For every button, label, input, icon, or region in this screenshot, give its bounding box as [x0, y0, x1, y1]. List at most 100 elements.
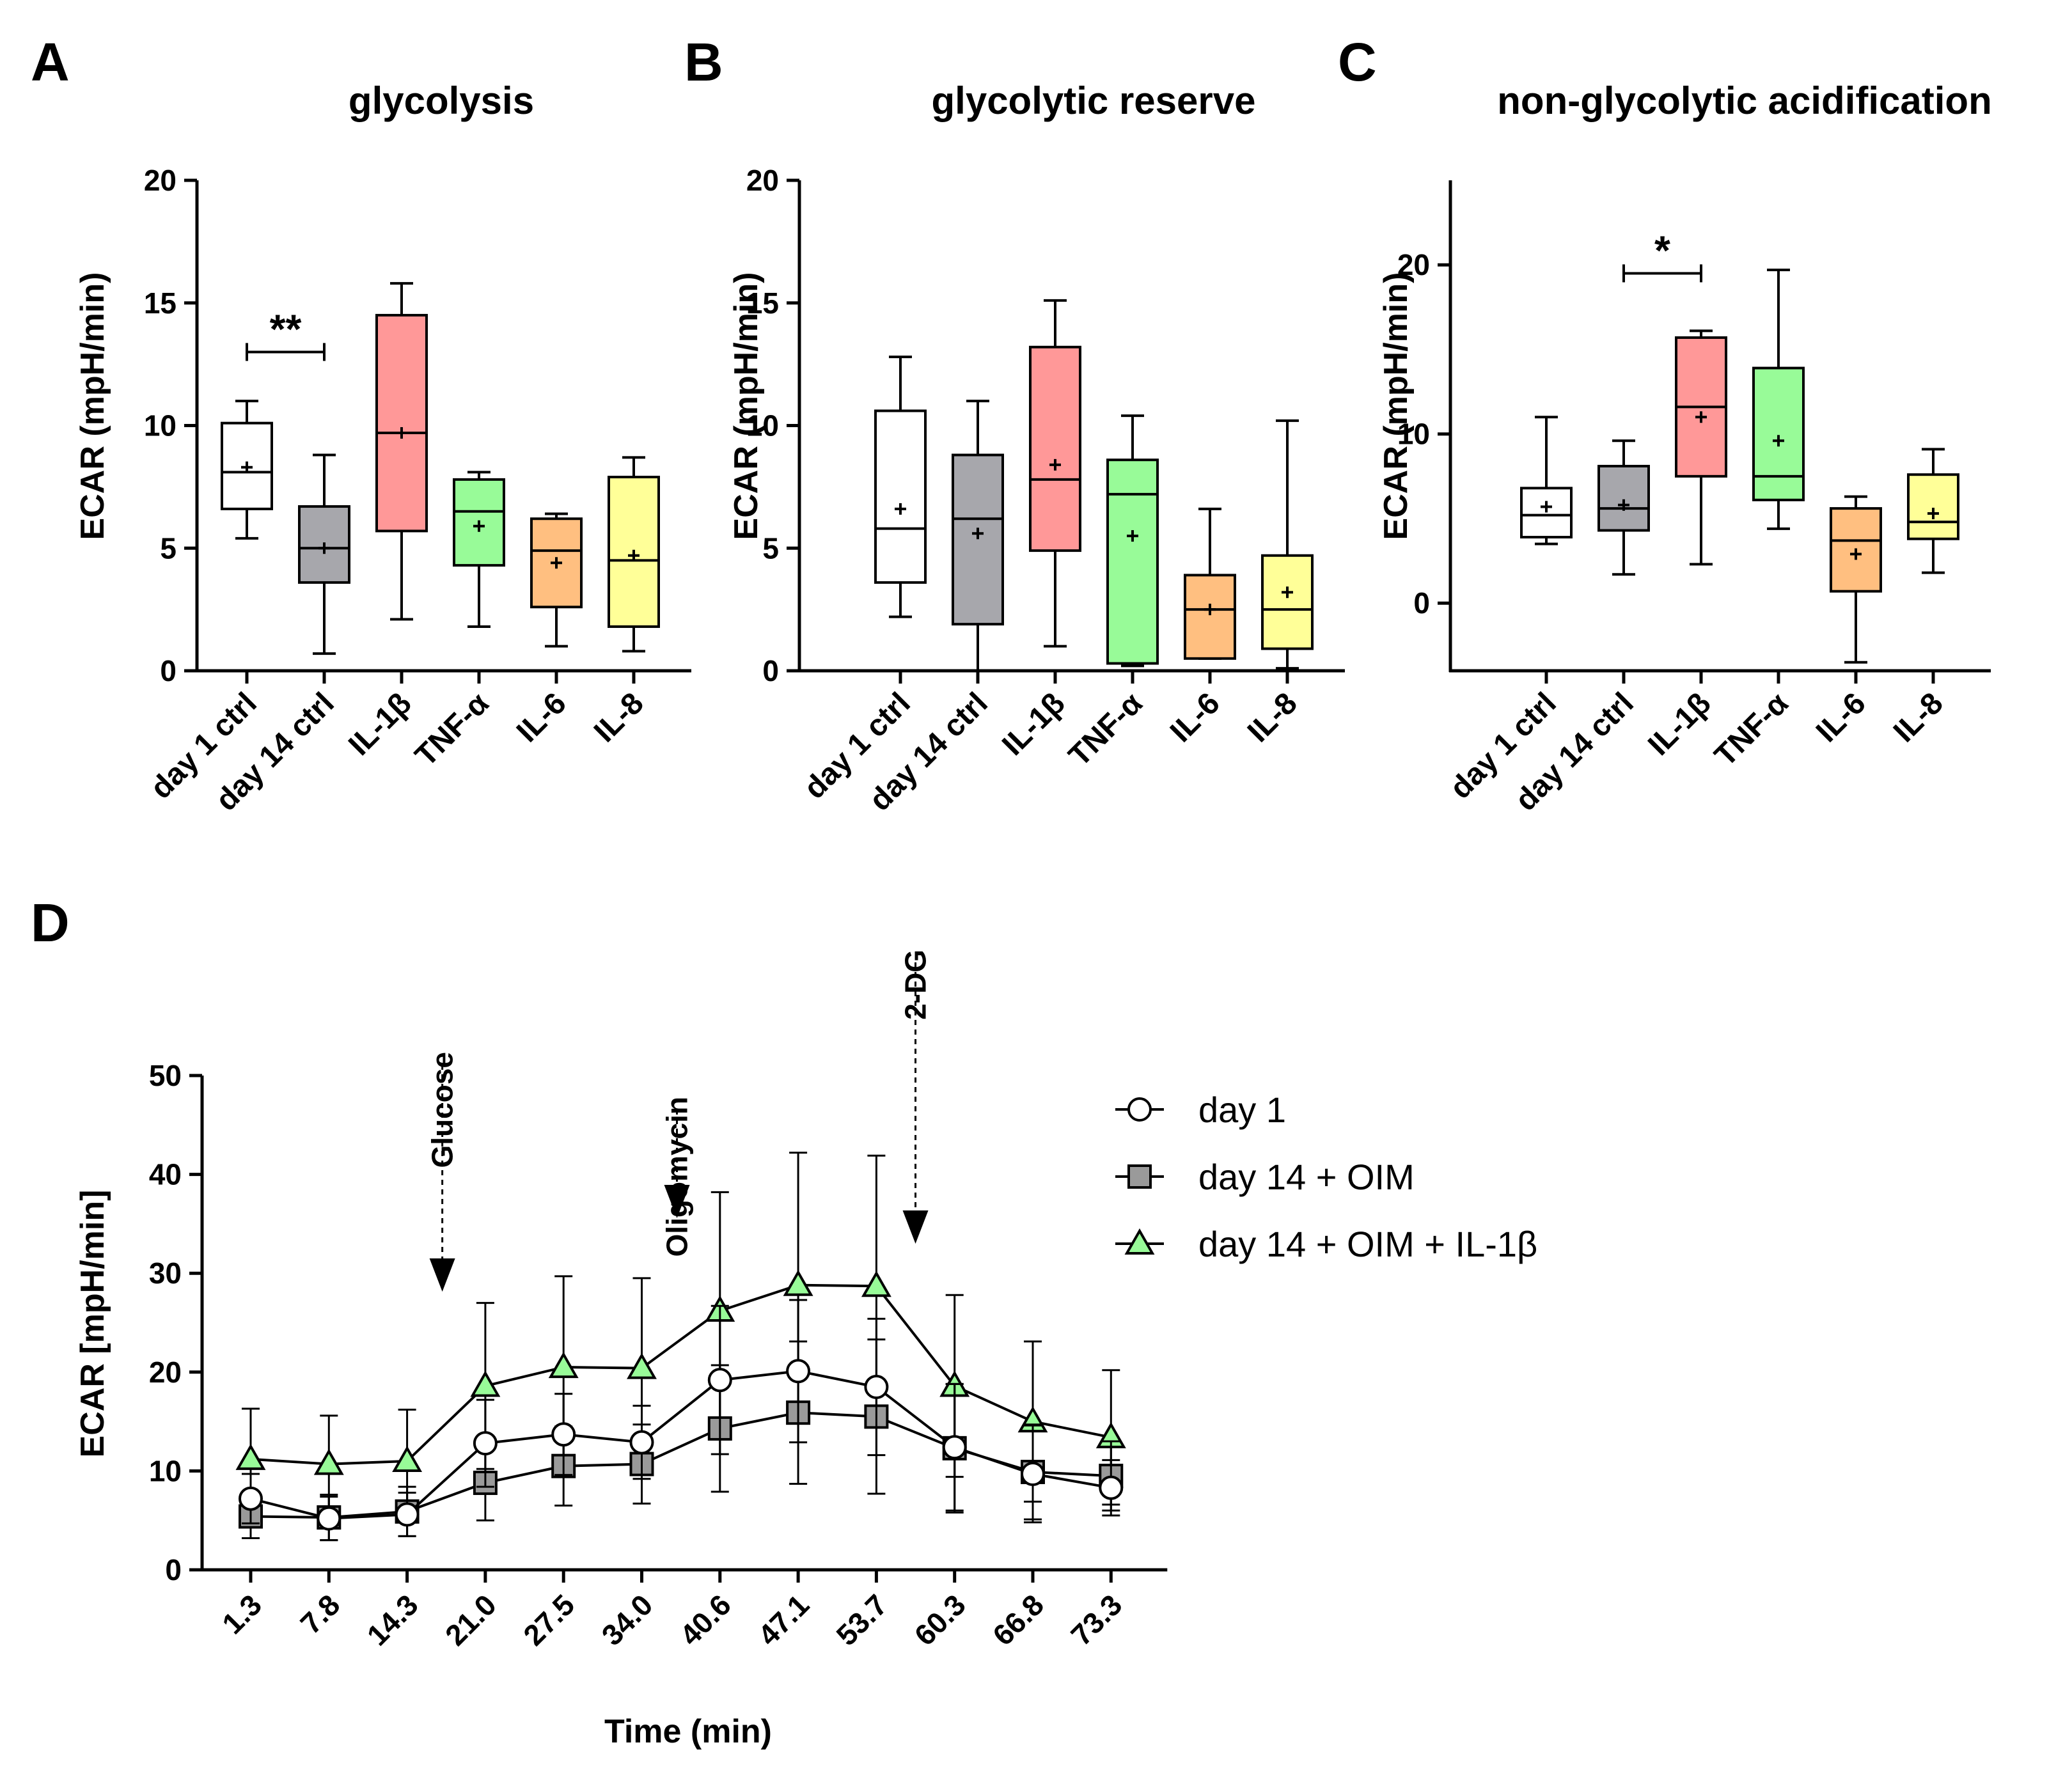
y-tick-label: 5: [160, 531, 177, 565]
data-point-circle: [239, 1486, 263, 1511]
y-tick-label: 10: [149, 1454, 182, 1487]
box-il-6: IL-6: [510, 512, 583, 749]
box-iqr: [1520, 487, 1573, 539]
box-day-1-ctrl: day 1 ctrl: [144, 400, 273, 806]
x-tick-label: 34.0: [595, 1588, 659, 1652]
series-line: [250, 1283, 1111, 1466]
box-iqr: [874, 409, 927, 584]
category-label: IL-6: [1164, 686, 1227, 749]
box-iqr: [1752, 366, 1805, 501]
box-iqr: [1106, 458, 1159, 665]
y-tick-label: 10: [746, 409, 779, 442]
x-axis-label-d: Time (min): [604, 1713, 772, 1750]
annotation-2-dg: 2-DG: [899, 950, 932, 1244]
y-tick-label: 50: [149, 1059, 182, 1092]
data-point-circle: [473, 1431, 498, 1456]
data-point-triangle: [392, 1445, 423, 1472]
legend: day 1 day 14 + OIM day 14 + OIM + IL-1β: [1115, 1090, 1537, 1264]
panel-title-a: glycolysis: [349, 79, 534, 122]
box-day-1-ctrl: day 1 ctrl: [797, 356, 927, 806]
y-tick-label: 10: [1397, 418, 1430, 451]
category-label: IL-1β: [1642, 686, 1718, 762]
box-iqr: [1597, 464, 1650, 532]
y-tick-label: 10: [144, 409, 177, 442]
y-tick-label: 40: [149, 1158, 182, 1191]
box-il-8: IL-8: [1241, 419, 1314, 749]
x-tick-label: 60.3: [908, 1588, 972, 1652]
y-axis-label-c: ECAR (mpH/min): [1377, 272, 1415, 540]
annotation-arrowhead: [902, 1210, 929, 1244]
y-tick-label: 20: [149, 1356, 182, 1389]
y-tick-label: 0: [160, 654, 177, 687]
data-point-circle: [1099, 1475, 1124, 1500]
category-label: IL-8: [588, 686, 650, 749]
box-day-1-ctrl: day 1 ctrl: [1443, 416, 1573, 806]
category-label: IL-8: [1241, 686, 1304, 749]
panel-letter-d: D: [31, 893, 70, 953]
x-tick-label: 53.7: [829, 1588, 893, 1652]
legend-label-day14-oim: day 14 + OIM: [1198, 1157, 1415, 1197]
x-tick-label: 66.8: [986, 1588, 1050, 1652]
category-label: IL-6: [510, 686, 573, 749]
data-point-circle: [1021, 1462, 1045, 1487]
data-point-circle: [317, 1506, 341, 1531]
category-label: IL-6: [1810, 686, 1872, 749]
data-point-triangle: [861, 1271, 891, 1297]
y-axis-label-b: ECAR (mpH/min): [728, 272, 765, 540]
y-tick-label: 20: [746, 164, 779, 197]
data-point-circle: [707, 1368, 732, 1393]
line-chart-ecar-time-course: 0 10 20 30 40 50 1.3 7.8 14.3 21.0 27.5 34.0 40.6 47.…: [149, 950, 1168, 1652]
y-tick-label: 0: [165, 1553, 182, 1586]
legend-label-day1: day 1: [1198, 1090, 1286, 1130]
x-tick-label: 7.8: [294, 1588, 346, 1640]
annotation-arrowhead: [429, 1258, 455, 1292]
data-point-circle: [942, 1435, 967, 1460]
series-line: [250, 1411, 1111, 1519]
y-tick-label: 15: [144, 286, 177, 320]
x-tick-label: 73.3: [1064, 1588, 1128, 1652]
box-il-6: IL-6: [1810, 495, 1882, 749]
box-iqr: [375, 313, 428, 533]
y-axis-label-a: ECAR (mpH/min): [74, 272, 111, 540]
data-point-triangle: [548, 1352, 579, 1379]
annotation-oligomycin: Oligomycin: [661, 1097, 694, 1256]
category-label: TNF-α: [409, 686, 496, 773]
legend-circle-marker: [1127, 1097, 1152, 1122]
x-tick-label: 40.6: [673, 1588, 737, 1652]
panel-title-c: non-glycolytic acidification: [1497, 79, 1991, 122]
box-iqr: [1907, 473, 1959, 540]
x-tick-label: 14.3: [361, 1588, 425, 1652]
y-tick-label: 0: [762, 654, 779, 687]
box-il-8: IL-8: [1887, 448, 1959, 749]
series-circle: [239, 1299, 1124, 1542]
x-tick-label: 27.5: [517, 1588, 581, 1652]
category-label: IL-8: [1887, 686, 1950, 749]
box-iqr: [1261, 554, 1314, 650]
data-point-triangle: [627, 1352, 657, 1379]
category-label: IL-1β: [342, 686, 418, 762]
box-iqr: [1184, 574, 1236, 660]
box-il-8: IL-8: [588, 456, 660, 749]
annotation-arrowhead: [664, 1185, 690, 1218]
annotation-glucose: Glucose: [426, 1052, 459, 1292]
x-tick-label: 47.1: [751, 1588, 815, 1652]
significance-label: **: [270, 306, 302, 352]
category-label: TNF-α: [1708, 686, 1795, 773]
data-point-circle: [629, 1430, 654, 1455]
y-tick-label: 20: [144, 164, 177, 197]
box-iqr: [1029, 345, 1081, 552]
box-il-1-: IL-1β: [342, 282, 428, 762]
x-tick-label: 21.0: [439, 1588, 503, 1652]
box-il-1-: IL-1β: [996, 299, 1081, 762]
significance-label: *: [1654, 227, 1670, 273]
data-point-circle: [864, 1374, 889, 1399]
legend-triangle-marker: [1124, 1228, 1155, 1255]
data-point-circle: [551, 1422, 576, 1447]
series-square: [239, 1338, 1124, 1542]
y-tick-label: 30: [149, 1256, 182, 1290]
legend-label-day14-oim-il1b: day 14 + OIM + IL-1β: [1198, 1224, 1537, 1264]
panel-title-b: glycolytic reserve: [932, 79, 1256, 122]
